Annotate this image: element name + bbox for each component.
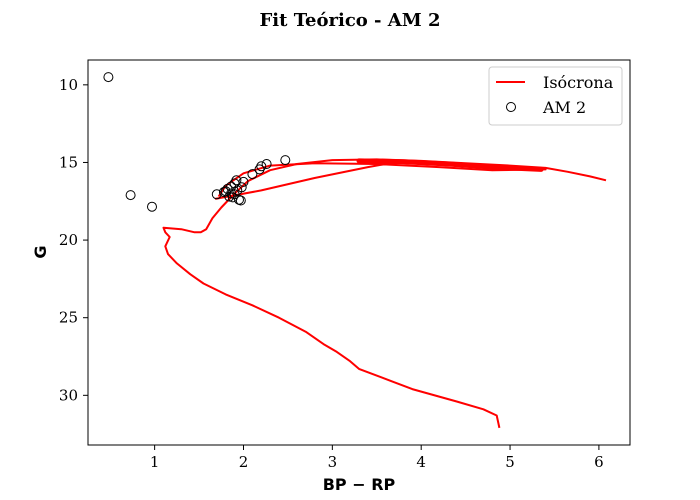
am2-point [261, 159, 272, 169]
legend-am2-label: AM 2 [542, 98, 586, 117]
chart-title: Fit Teórico - AM 2 [260, 10, 441, 31]
am2-point [220, 186, 231, 197]
am2-point [125, 190, 136, 201]
y-tick-label: 30 [59, 386, 78, 404]
y-tick-label: 10 [59, 76, 78, 94]
legend-isochrone-label: Isócrona [543, 73, 614, 92]
am2-point [147, 201, 157, 212]
am2-point [236, 182, 247, 193]
legend: Isócrona AM 2 [488, 66, 623, 126]
y-axis-ticks: 10 15 20 25 30 [59, 76, 88, 404]
x-axis-label: BP − RP [323, 475, 396, 494]
am2-point [254, 164, 265, 175]
isochrone-dense-band [356, 158, 544, 172]
plot-marks [103, 72, 607, 429]
am2-point [211, 189, 222, 200]
x-tick-label: 2 [239, 453, 249, 471]
data-layer [103, 72, 607, 429]
x-tick-label: 6 [594, 453, 604, 471]
am2-point [235, 195, 246, 206]
y-tick-label: 25 [59, 309, 78, 327]
am2-point [256, 161, 267, 172]
x-tick-label: 5 [505, 453, 515, 471]
am2-point [238, 176, 249, 187]
am2-point [224, 191, 235, 202]
y-axis-label: G [31, 245, 50, 258]
y-tick-label: 20 [59, 231, 78, 249]
x-axis-ticks: 1 2 3 4 5 6 [150, 445, 604, 471]
x-tick-label: 1 [150, 453, 160, 471]
am2-point [247, 169, 258, 180]
am2-point [280, 155, 291, 166]
y-tick-label: 15 [59, 153, 78, 171]
x-tick-label: 3 [328, 453, 338, 471]
am2-point [103, 72, 114, 83]
am2-point [226, 188, 237, 199]
am2-point [231, 175, 242, 186]
legend-am2-swatch [506, 102, 516, 112]
x-tick-label: 4 [416, 453, 426, 471]
